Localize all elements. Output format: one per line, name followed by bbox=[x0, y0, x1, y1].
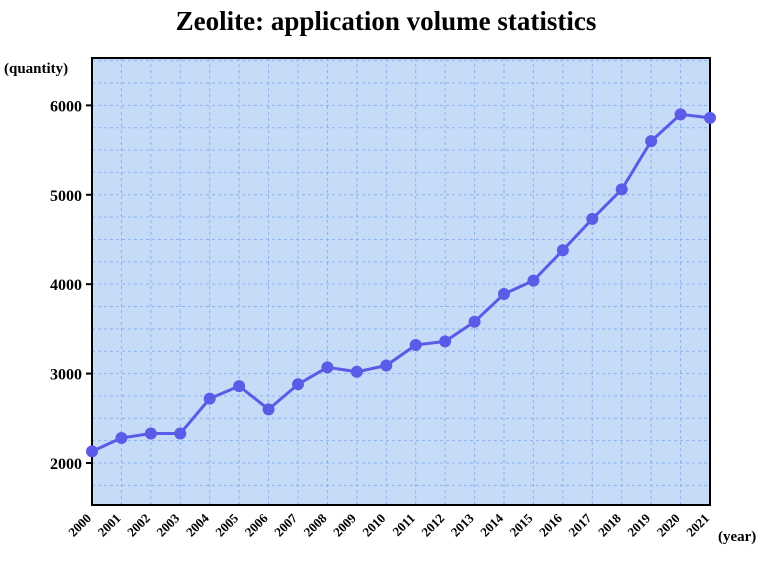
data-point bbox=[262, 403, 275, 416]
x-tick-label: 2018 bbox=[595, 510, 624, 539]
y-tick-label: 5000 bbox=[50, 188, 82, 205]
data-point bbox=[409, 338, 422, 351]
y-tick-label: 6000 bbox=[50, 98, 82, 115]
data-point bbox=[468, 315, 481, 328]
x-tick-label: 2000 bbox=[65, 511, 94, 540]
data-point bbox=[527, 274, 540, 287]
x-tick-label: 2009 bbox=[330, 510, 359, 539]
x-tick-label: 2005 bbox=[212, 510, 241, 539]
x-tick-label: 2007 bbox=[271, 510, 300, 539]
data-point bbox=[292, 378, 304, 391]
x-tick-label: 2006 bbox=[242, 510, 271, 539]
x-tick-label: 2019 bbox=[624, 510, 653, 539]
x-tick-label: 2011 bbox=[389, 511, 417, 539]
x-tick-label: 2020 bbox=[654, 511, 683, 540]
x-tick-label: 2013 bbox=[448, 510, 477, 539]
plot-area bbox=[92, 58, 710, 505]
data-point bbox=[144, 427, 157, 440]
data-point bbox=[86, 445, 98, 458]
data-point bbox=[350, 365, 363, 378]
x-tick-label: 2021 bbox=[683, 511, 712, 540]
x-tick-label: 2016 bbox=[536, 510, 565, 539]
x-tick-label: 2010 bbox=[359, 511, 388, 540]
data-point bbox=[439, 335, 452, 348]
plot-frame bbox=[91, 57, 711, 506]
x-tick-label: 2001 bbox=[95, 511, 124, 540]
data-point bbox=[321, 361, 334, 374]
data-point bbox=[498, 288, 510, 301]
data-point bbox=[704, 111, 716, 124]
y-tick-label: 4000 bbox=[50, 277, 82, 294]
y-tick-label: 2000 bbox=[50, 456, 82, 473]
data-point bbox=[174, 427, 187, 440]
y-tick-label: 3000 bbox=[50, 367, 82, 384]
data-point bbox=[233, 380, 246, 393]
data-point bbox=[115, 431, 128, 444]
x-tick-label: 2003 bbox=[153, 510, 182, 539]
x-tick-label: 2017 bbox=[565, 510, 594, 539]
series-line bbox=[91, 112, 711, 453]
x-tick-label: 2012 bbox=[418, 511, 447, 540]
data-point bbox=[645, 135, 658, 148]
data-point bbox=[674, 108, 687, 121]
y-axis-label: (quantity) bbox=[4, 61, 68, 77]
chart-title: Zeolite: application volume statistics bbox=[175, 6, 597, 36]
x-tick-label: 2008 bbox=[301, 510, 330, 539]
x-tick-label: 2004 bbox=[183, 510, 212, 539]
x-axis-label: (year) bbox=[718, 529, 756, 545]
x-tick-label: 2002 bbox=[124, 511, 153, 540]
data-point bbox=[380, 359, 393, 372]
x-tick-label: 2015 bbox=[507, 510, 536, 539]
data-point bbox=[556, 244, 569, 257]
data-point bbox=[203, 392, 216, 405]
data-point bbox=[615, 183, 628, 196]
data-point bbox=[586, 212, 599, 225]
x-tick-label: 2014 bbox=[477, 510, 506, 539]
